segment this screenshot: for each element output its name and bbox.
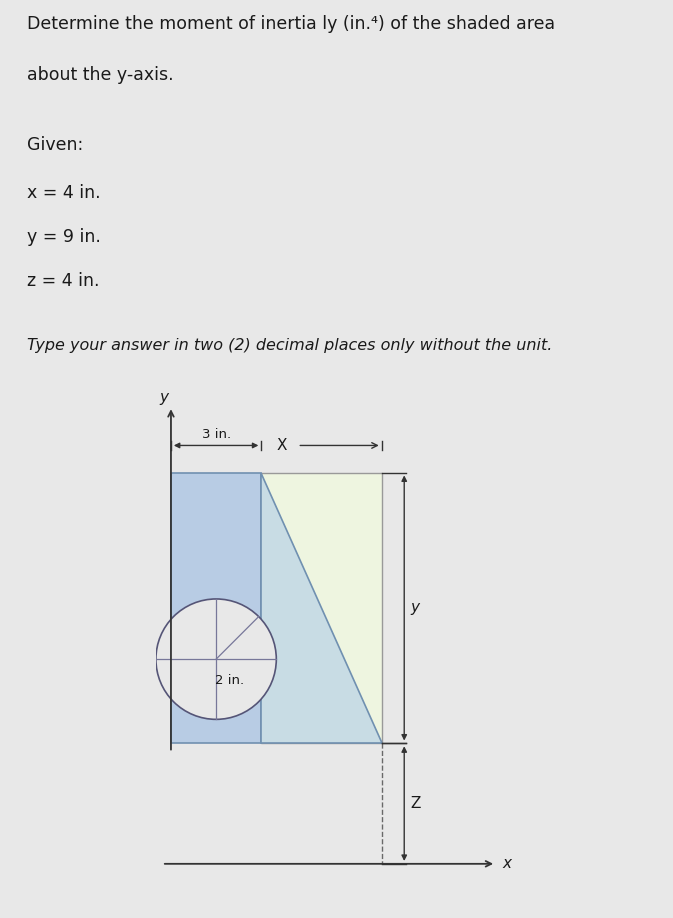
Text: Determine the moment of inertia ly (in.⁴) of the shaded area: Determine the moment of inertia ly (in.⁴… — [27, 15, 555, 33]
Bar — [171, 473, 261, 744]
Bar — [261, 473, 382, 744]
Text: y = 9 in.: y = 9 in. — [27, 228, 101, 246]
Text: 3 in.: 3 in. — [201, 428, 231, 441]
Text: Given:: Given: — [27, 136, 83, 154]
Polygon shape — [261, 473, 382, 744]
Text: X: X — [277, 438, 287, 453]
Text: y: y — [159, 390, 168, 405]
Text: z = 4 in.: z = 4 in. — [27, 272, 100, 290]
Text: Type your answer in two (2) decimal places only without the unit.: Type your answer in two (2) decimal plac… — [27, 338, 553, 353]
Text: y: y — [411, 600, 419, 615]
Text: x: x — [502, 856, 511, 871]
Text: x = 4 in.: x = 4 in. — [27, 184, 100, 202]
Text: 2 in.: 2 in. — [215, 674, 244, 688]
Circle shape — [156, 599, 277, 720]
Text: Z: Z — [411, 796, 421, 812]
Text: about the y-axis.: about the y-axis. — [27, 66, 174, 84]
